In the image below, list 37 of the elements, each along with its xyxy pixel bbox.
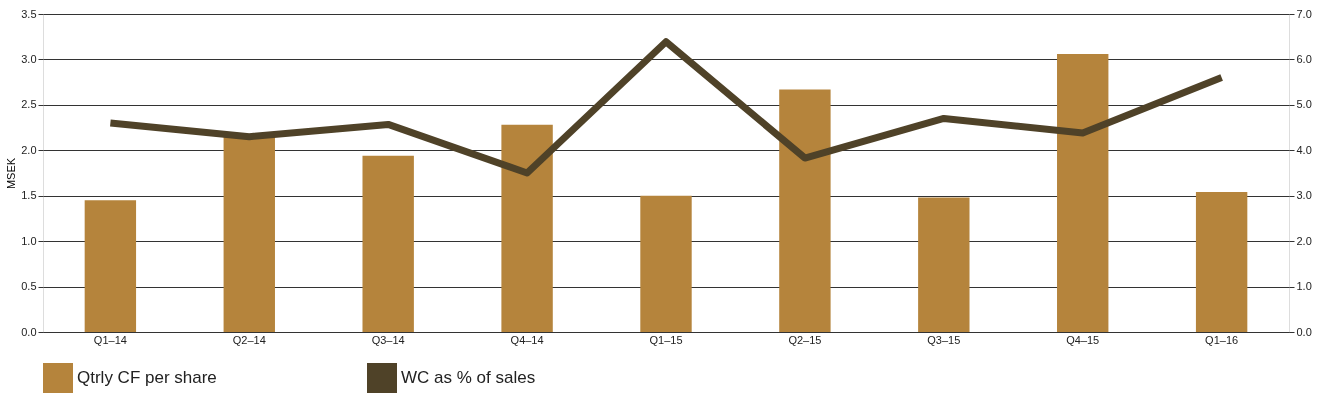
x-tick-label: Q2–15 xyxy=(788,333,822,346)
y-tick-label: 2.0 xyxy=(21,143,37,156)
x-tick-label: Q1–16 xyxy=(1205,333,1239,346)
bar xyxy=(1195,192,1248,332)
y-tick-label: 3.0 xyxy=(21,52,37,65)
legend-label: Qtrly CF per share xyxy=(77,368,217,387)
y2-tick-label: 7.0 xyxy=(1296,7,1312,20)
x-tick-label: Q1–14 xyxy=(93,333,127,346)
bar xyxy=(223,136,275,332)
y-tick-label: 0.5 xyxy=(21,280,37,293)
bar xyxy=(640,195,692,332)
bar xyxy=(779,89,831,332)
y-tick-label: 2.5 xyxy=(21,98,37,111)
x-tick-label: Q3–15 xyxy=(927,333,961,346)
bar xyxy=(362,155,414,332)
bar xyxy=(501,124,553,332)
bar xyxy=(918,197,970,332)
y2-tick-label: 3.0 xyxy=(1296,189,1312,202)
y-axis-title: MSEK xyxy=(5,157,18,190)
y-tick-label: 3.5 xyxy=(21,7,37,20)
bar xyxy=(84,200,137,332)
legend-label: WC as % of sales xyxy=(401,368,536,387)
y-tick-label: 0.0 xyxy=(21,325,37,338)
y2-tick-label: 1.0 xyxy=(1296,280,1312,293)
x-tick-label: Q1–15 xyxy=(649,333,683,346)
y2-tick-label: 6.0 xyxy=(1296,52,1312,65)
x-tick-label: Q2–14 xyxy=(232,333,266,346)
bar xyxy=(1057,53,1109,332)
y2-tick-label: 2.0 xyxy=(1296,234,1312,247)
y2-tick-label: 4.0 xyxy=(1296,143,1312,156)
y-tick-label: 1.5 xyxy=(21,189,37,202)
x-tick-label: Q3–14 xyxy=(371,333,405,346)
y-tick-label: 1.0 xyxy=(21,234,37,247)
y2-tick-label: 5.0 xyxy=(1296,98,1312,111)
x-tick-label: Q4–14 xyxy=(510,333,544,346)
y2-tick-label: 0.0 xyxy=(1296,325,1312,338)
x-tick-label: Q4–15 xyxy=(1066,333,1100,346)
